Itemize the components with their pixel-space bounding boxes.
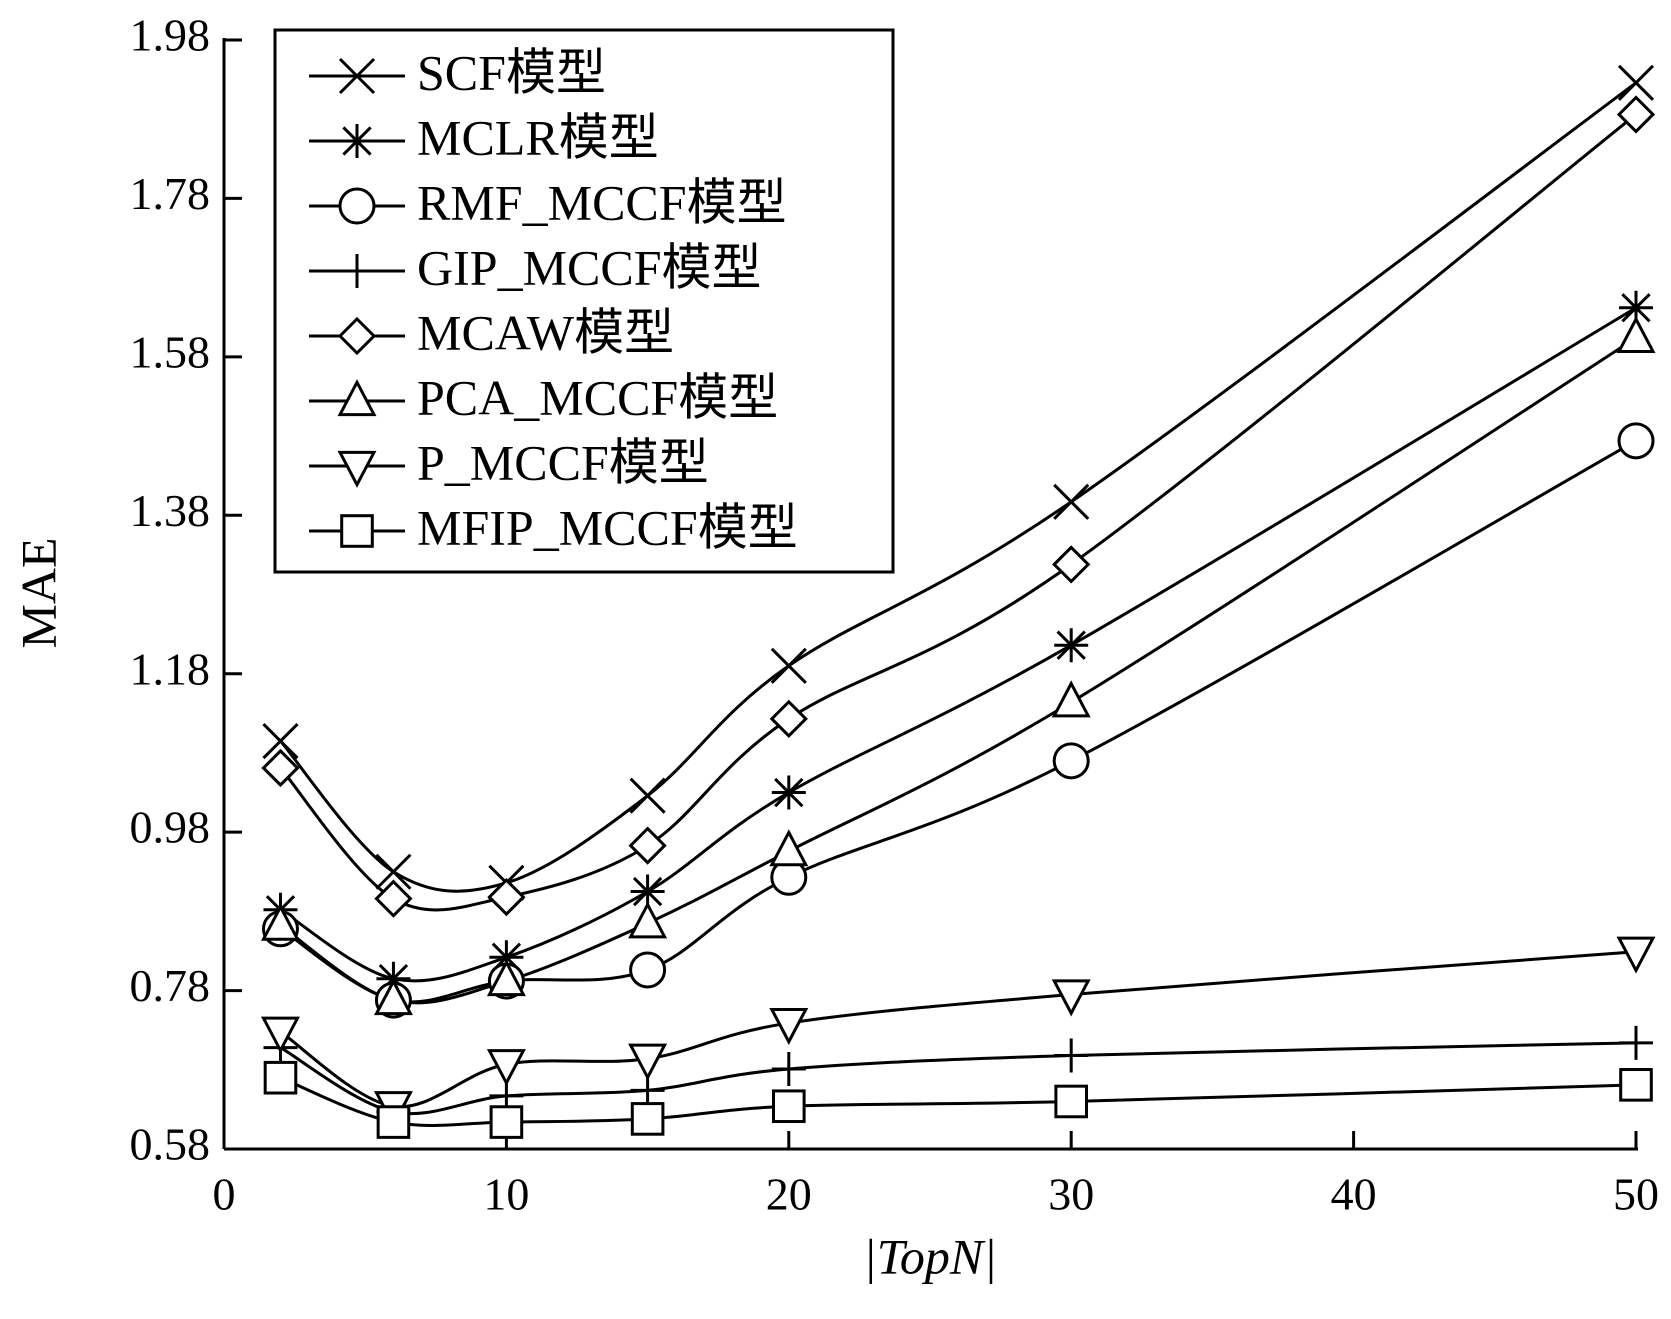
marker — [628, 826, 667, 865]
marker — [260, 1016, 300, 1054]
legend-label: RMF_MCCF模型 — [417, 174, 787, 230]
legend-box — [273, 28, 895, 574]
marker — [1619, 290, 1653, 325]
marker — [373, 978, 413, 1016]
legend-label: MCLR模型 — [417, 109, 659, 165]
x-axis-label: |TopN| — [863, 1228, 997, 1284]
marker — [630, 874, 665, 909]
x-tick-label: 0 — [213, 1169, 236, 1220]
marker — [772, 1089, 806, 1124]
marker — [1052, 545, 1091, 584]
marker — [628, 901, 668, 939]
series-line — [279, 336, 1637, 1005]
legend-label: PCA_MCCF模型 — [417, 369, 778, 425]
marker — [1053, 483, 1090, 520]
marker — [1619, 1068, 1653, 1102]
legend-label: GIP_MCCF模型 — [417, 239, 762, 295]
marker — [770, 647, 807, 684]
x-tick-label: 20 — [766, 1169, 812, 1220]
y-axis-label: MAE — [10, 537, 66, 648]
marker — [1617, 422, 1655, 460]
series-line — [279, 81, 1637, 893]
y-tick-label: 1.78 — [130, 168, 211, 219]
marker — [262, 722, 299, 760]
marker — [628, 1043, 668, 1081]
x-tick-label: 40 — [1331, 1169, 1377, 1220]
marker — [769, 1007, 809, 1045]
marker — [769, 699, 808, 738]
marker — [1051, 979, 1091, 1017]
marker — [1616, 95, 1656, 134]
marker — [1617, 64, 1655, 101]
marker — [1619, 1025, 1653, 1060]
series-line — [279, 1076, 1637, 1127]
y-tick-label: 0.78 — [130, 960, 211, 1011]
legend-marker — [340, 254, 374, 288]
y-tick-label: 0.98 — [130, 802, 211, 853]
legend-label: P_MCCF模型 — [417, 434, 709, 490]
marker — [1616, 315, 1656, 353]
marker — [489, 1105, 524, 1139]
x-tick-label: 30 — [1048, 1169, 1094, 1220]
marker — [374, 879, 413, 918]
series-line — [279, 113, 1637, 912]
series-line — [279, 950, 1637, 1109]
legend-label: MCAW模型 — [417, 304, 674, 360]
marker — [771, 1051, 806, 1086]
marker — [1054, 1038, 1089, 1073]
marker — [1054, 628, 1089, 663]
legend-marker — [337, 450, 377, 488]
series-line — [279, 306, 1637, 983]
marker — [1054, 1084, 1089, 1119]
marker — [376, 1105, 411, 1139]
x-tick-label: 50 — [1613, 1169, 1659, 1220]
marker — [486, 959, 526, 997]
y-tick-label: 1.38 — [130, 485, 211, 536]
legend-label: SCF模型 — [417, 44, 606, 100]
marker — [630, 1102, 665, 1136]
marker — [489, 940, 524, 975]
marker — [487, 877, 526, 917]
marker — [771, 775, 806, 810]
y-tick-label: 1.98 — [130, 10, 211, 61]
marker — [769, 829, 809, 867]
legend-marker — [338, 57, 376, 95]
marker — [1052, 742, 1090, 780]
marker — [261, 748, 300, 788]
marker — [486, 1049, 526, 1087]
marker — [375, 853, 412, 890]
legend-marker — [337, 316, 377, 356]
x-tick-label: 10 — [483, 1169, 529, 1220]
legend-marker — [337, 379, 377, 417]
marker — [263, 1060, 298, 1095]
series-line — [279, 1041, 1637, 1116]
marker — [1616, 936, 1656, 974]
marker — [629, 951, 667, 989]
marker — [629, 777, 666, 814]
y-tick-label: 0.58 — [130, 1119, 211, 1170]
y-tick-label: 1.58 — [130, 326, 211, 377]
legend-marker — [338, 187, 376, 225]
marker — [1051, 680, 1091, 718]
y-tick-label: 1.18 — [130, 643, 211, 694]
legend-marker — [340, 124, 374, 158]
marker — [260, 903, 300, 941]
legend-label: MFIP_MCCF模型 — [417, 499, 798, 555]
legend-marker — [340, 514, 374, 548]
